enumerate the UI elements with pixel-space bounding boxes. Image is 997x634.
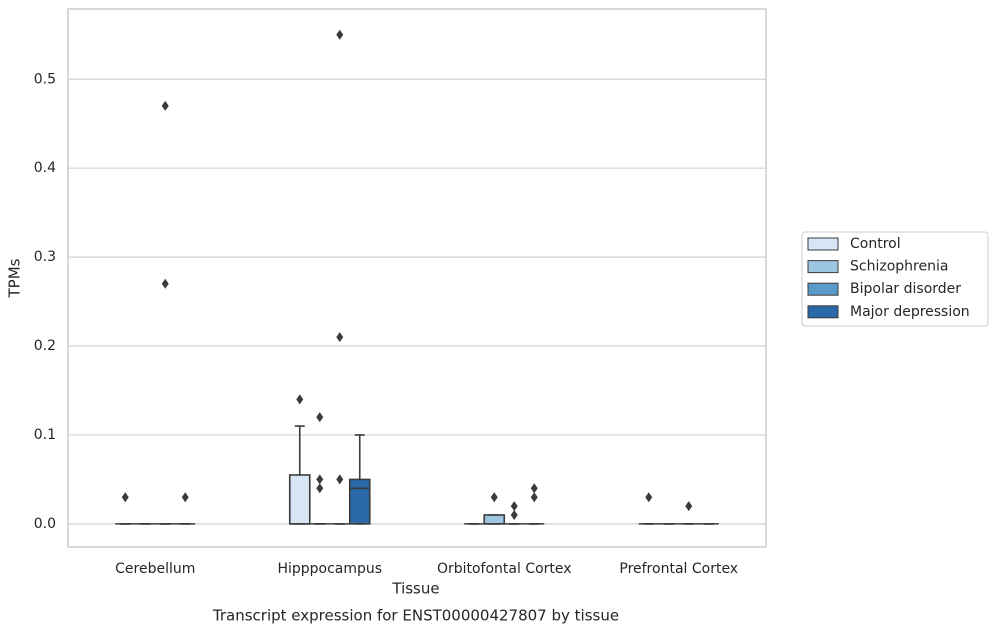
legend-swatch xyxy=(807,237,839,251)
legend-label: Control xyxy=(850,236,901,252)
outlier xyxy=(685,501,693,512)
y-axis-label: TPMs xyxy=(6,258,24,298)
outlier xyxy=(121,492,129,503)
outlier xyxy=(296,394,304,405)
legend-label: Major depression xyxy=(850,304,970,320)
y-tick-label: 0.1 xyxy=(34,427,56,443)
outlier xyxy=(181,492,189,503)
x-tick-label: Orbitofontal Cortex xyxy=(437,561,572,577)
outlier xyxy=(161,100,169,111)
outlier xyxy=(490,492,498,503)
outlier xyxy=(336,29,344,40)
outlier xyxy=(530,492,538,503)
x-axis-label: Tissue xyxy=(391,580,439,598)
outlier xyxy=(530,483,538,494)
box xyxy=(483,514,506,525)
outlier xyxy=(336,474,344,485)
legend-label: Schizophrenia xyxy=(850,259,948,275)
outlier xyxy=(336,332,344,343)
y-tick-label: 0.2 xyxy=(34,338,56,354)
y-tick-label: 0.0 xyxy=(34,516,56,532)
outlier xyxy=(645,492,653,503)
x-tick-label: Hipppocampus xyxy=(277,561,382,577)
y-tick-label: 0.3 xyxy=(34,249,56,265)
outlier xyxy=(510,509,518,520)
outlier xyxy=(316,474,324,485)
box xyxy=(348,478,371,525)
outlier xyxy=(161,278,169,289)
x-tick-label: Prefrontal Cortex xyxy=(619,561,738,577)
outlier xyxy=(510,501,518,512)
legend-swatch xyxy=(807,260,839,274)
chart-title: Transcript expression for ENST0000042780… xyxy=(212,607,619,625)
y-tick-label: 0.5 xyxy=(34,71,56,87)
outlier xyxy=(316,412,324,423)
x-tick-label: Cerebellum xyxy=(115,561,195,577)
box xyxy=(288,474,311,525)
legend-swatch xyxy=(807,282,839,296)
legend-label: Bipolar disorder xyxy=(850,281,961,297)
outlier xyxy=(316,483,324,494)
plot-frame xyxy=(67,8,767,548)
legend xyxy=(801,231,989,327)
legend-swatch xyxy=(807,305,839,319)
y-tick-label: 0.4 xyxy=(34,160,56,176)
